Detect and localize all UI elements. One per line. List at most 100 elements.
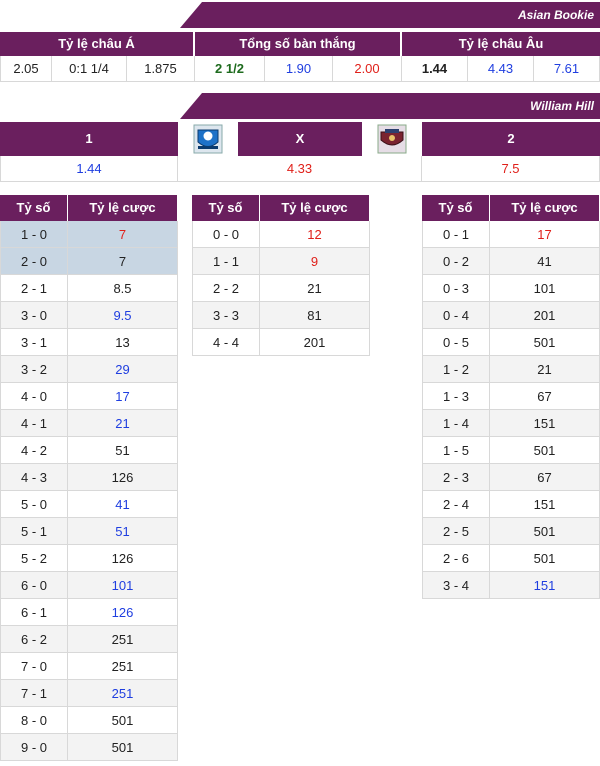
table-row: 0 - 0 12 [192, 221, 370, 248]
table-row: 3 - 4 151 [422, 572, 600, 599]
score-cell: 1 - 1 [192, 248, 260, 275]
table-row: 3 - 3 81 [192, 302, 370, 329]
european-odds-header: Tỷ lệ châu Âu [402, 32, 600, 56]
asian-home-odds: 2.05 [0, 56, 52, 82]
wh-away-odds: 7.5 [422, 156, 600, 182]
team-crest-icon [193, 124, 223, 154]
odds-cell: 7 [68, 221, 178, 248]
score-cell: 7 - 1 [0, 680, 68, 707]
odds-cell: 81 [260, 302, 370, 329]
home-team-logo [178, 122, 238, 156]
odds-cell: 29 [68, 356, 178, 383]
odds-cell: 501 [68, 734, 178, 761]
odds-cell: 17 [68, 383, 178, 410]
score-column-header: Tỷ số [422, 195, 490, 221]
odds-cell: 41 [490, 248, 600, 275]
odds-cell: 13 [68, 329, 178, 356]
table-row: 6 - 2 251 [0, 626, 178, 653]
score-cell: 0 - 4 [422, 302, 490, 329]
score-cell: 1 - 5 [422, 437, 490, 464]
odds-cell: 501 [490, 518, 600, 545]
table-row: 1 - 4 151 [422, 410, 600, 437]
score-cell: 2 - 6 [422, 545, 490, 572]
score-cell: 0 - 1 [422, 221, 490, 248]
asian-away-odds: 1.875 [127, 56, 195, 82]
score-cell: 2 - 4 [422, 491, 490, 518]
score-cell: 4 - 0 [0, 383, 68, 410]
odds-cell: 151 [490, 491, 600, 518]
odds-cell: 501 [490, 437, 600, 464]
table-header-row: Tỷ số Tỷ lệ cược [0, 195, 178, 221]
score-cell: 3 - 3 [192, 302, 260, 329]
wh-home-label: 1 [0, 122, 178, 156]
table-row: 5 - 2 126 [0, 545, 178, 572]
odds-cell: 501 [490, 329, 600, 356]
score-cell: 4 - 2 [0, 437, 68, 464]
table-row: 0 - 3 101 [422, 275, 600, 302]
score-cell: 1 - 0 [0, 221, 68, 248]
score-cell: 4 - 1 [0, 410, 68, 437]
asian-bookie-values: 2.05 0:1 1/4 1.875 2 1/2 1.90 2.00 1.44 … [0, 56, 600, 82]
score-cell: 0 - 3 [422, 275, 490, 302]
odds-cell: 21 [68, 410, 178, 437]
asian-handicap-line: 0:1 1/4 [52, 56, 127, 82]
score-cell: 2 - 3 [422, 464, 490, 491]
odds-cell: 201 [490, 302, 600, 329]
total-goals-under: 2.00 [333, 56, 402, 82]
table-row: 3 - 2 29 [0, 356, 178, 383]
away-team-logo [362, 122, 422, 156]
table-row: 0 - 2 41 [422, 248, 600, 275]
score-cell: 0 - 0 [192, 221, 260, 248]
score-cell: 1 - 3 [422, 383, 490, 410]
asian-handicap-header: Tỷ lệ châu Á [0, 32, 195, 56]
score-cell: 2 - 0 [0, 248, 68, 275]
score-cell: 3 - 1 [0, 329, 68, 356]
odds-cell: 151 [490, 572, 600, 599]
score-cell: 4 - 4 [192, 329, 260, 356]
table-row: 4 - 2 51 [0, 437, 178, 464]
odds-cell: 501 [490, 545, 600, 572]
score-cell: 5 - 1 [0, 518, 68, 545]
score-cell: 6 - 0 [0, 572, 68, 599]
table-row: 2 - 4 151 [422, 491, 600, 518]
score-cell: 4 - 3 [0, 464, 68, 491]
score-cell: 2 - 5 [422, 518, 490, 545]
table-row: 4 - 0 17 [0, 383, 178, 410]
table-header-row: Tỷ số Tỷ lệ cược [192, 195, 370, 221]
odds-cell: 21 [260, 275, 370, 302]
score-cell: 0 - 5 [422, 329, 490, 356]
european-home-odds: 1.44 [402, 56, 468, 82]
score-cell: 9 - 0 [0, 734, 68, 761]
table-row: 1 - 2 21 [422, 356, 600, 383]
odds-cell: 67 [490, 383, 600, 410]
away-win-scores-table: Tỷ số Tỷ lệ cược 0 - 1 17 0 - 2 41 0 - 3 101 0 -… [422, 195, 600, 599]
european-away-odds: 7.61 [534, 56, 600, 82]
score-column-header: Tỷ số [192, 195, 260, 221]
odds-column-header: Tỷ lệ cược [68, 195, 178, 221]
odds-cell: 251 [68, 626, 178, 653]
odds-cell: 9 [260, 248, 370, 275]
score-cell: 3 - 0 [0, 302, 68, 329]
score-cell: 5 - 2 [0, 545, 68, 572]
william-hill-values: 1.44 4.33 7.5 [0, 156, 600, 182]
odds-cell: 201 [260, 329, 370, 356]
odds-cell: 101 [490, 275, 600, 302]
william-hill-title: William Hill [180, 93, 600, 119]
odds-cell: 41 [68, 491, 178, 518]
odds-column-header: Tỷ lệ cược [490, 195, 600, 221]
table-row: 6 - 1 126 [0, 599, 178, 626]
table-row: 9 - 0 501 [0, 734, 178, 761]
total-goals-header: Tổng số bàn thắng [195, 32, 402, 56]
william-hill-header: 1 X 2 [0, 122, 600, 156]
team-crest-icon [377, 124, 407, 154]
score-cell: 3 - 4 [422, 572, 490, 599]
table-header-row: Tỷ số Tỷ lệ cược [422, 195, 600, 221]
odds-cell: 501 [68, 707, 178, 734]
score-cell: 2 - 1 [0, 275, 68, 302]
table-row: 8 - 0 501 [0, 707, 178, 734]
odds-cell: 126 [68, 464, 178, 491]
